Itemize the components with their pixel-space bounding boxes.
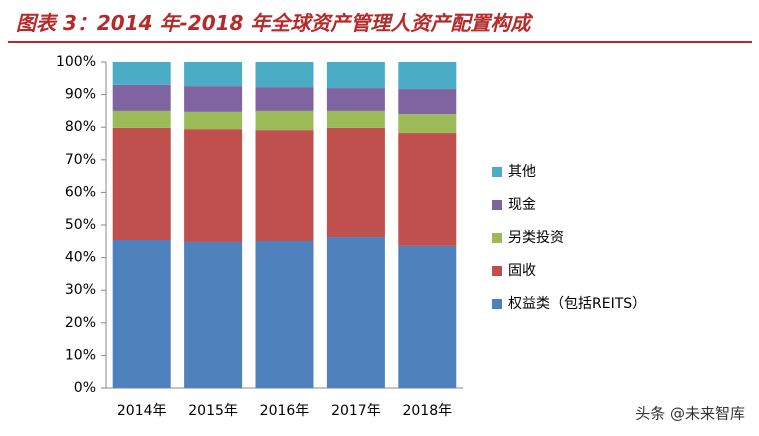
- bar-segment: [255, 240, 314, 388]
- y-tick-label: 70%: [65, 152, 96, 168]
- x-tick-label: 2014年: [117, 403, 167, 419]
- bar-segment: [184, 86, 243, 112]
- x-tick-label: 2018年: [402, 403, 452, 419]
- x-tick-label: 2016年: [260, 403, 310, 419]
- legend-label: 另类投资: [508, 230, 564, 246]
- bar-segment: [255, 62, 314, 88]
- bar-segment: [112, 84, 171, 111]
- legend-label: 权益类（包括REITS）: [508, 296, 646, 312]
- bar-segment: [326, 88, 385, 111]
- legend-swatch: [492, 200, 502, 210]
- bar-segment: [112, 127, 171, 240]
- y-tick-label: 30%: [65, 282, 96, 298]
- bar-segment: [326, 127, 385, 238]
- legend-label: 现金: [508, 197, 536, 213]
- legend-swatch: [492, 299, 502, 309]
- y-tick-label: 80%: [65, 119, 96, 135]
- y-tick-label: 10%: [65, 347, 96, 363]
- y-tick-label: 40%: [65, 250, 96, 266]
- y-tick-label: 60%: [65, 184, 96, 200]
- watermark: 头条 @未来智库: [635, 405, 745, 423]
- bar-segment: [398, 133, 457, 246]
- x-tick-label: 2015年: [188, 403, 238, 419]
- y-tick-label: 100%: [56, 54, 96, 70]
- bar-segment: [112, 62, 171, 85]
- chart-title: 图表 3：2014 年-2018 年全球资产管理人资产配置构成: [16, 11, 533, 35]
- x-tick-label: 2017年: [331, 403, 381, 419]
- bar-segment: [398, 114, 457, 134]
- bar-segment: [184, 111, 243, 130]
- legend-swatch: [492, 233, 502, 243]
- y-tick-label: 90%: [65, 87, 96, 103]
- bar-segment: [255, 130, 314, 241]
- bar-segment: [184, 62, 243, 87]
- y-tick-label: 50%: [65, 217, 96, 233]
- bar-segment: [398, 62, 457, 90]
- bar-segment: [255, 87, 314, 111]
- legend-swatch: [492, 266, 502, 276]
- bar-segment: [255, 110, 314, 131]
- bar-segment: [398, 89, 457, 115]
- bar-segment: [326, 110, 385, 128]
- bar-segment: [398, 245, 457, 388]
- legend-label: 其他: [508, 164, 536, 180]
- bar-segment: [326, 62, 385, 89]
- bar-segment: [112, 110, 171, 128]
- legend-swatch: [492, 167, 502, 177]
- bar-segment: [112, 239, 171, 388]
- y-tick-label: 0%: [74, 380, 96, 396]
- y-tick-label: 20%: [65, 315, 96, 331]
- bar-segment: [184, 241, 243, 388]
- bar-segment: [326, 237, 385, 388]
- legend-label: 固收: [508, 263, 536, 279]
- bar-segment: [184, 129, 243, 242]
